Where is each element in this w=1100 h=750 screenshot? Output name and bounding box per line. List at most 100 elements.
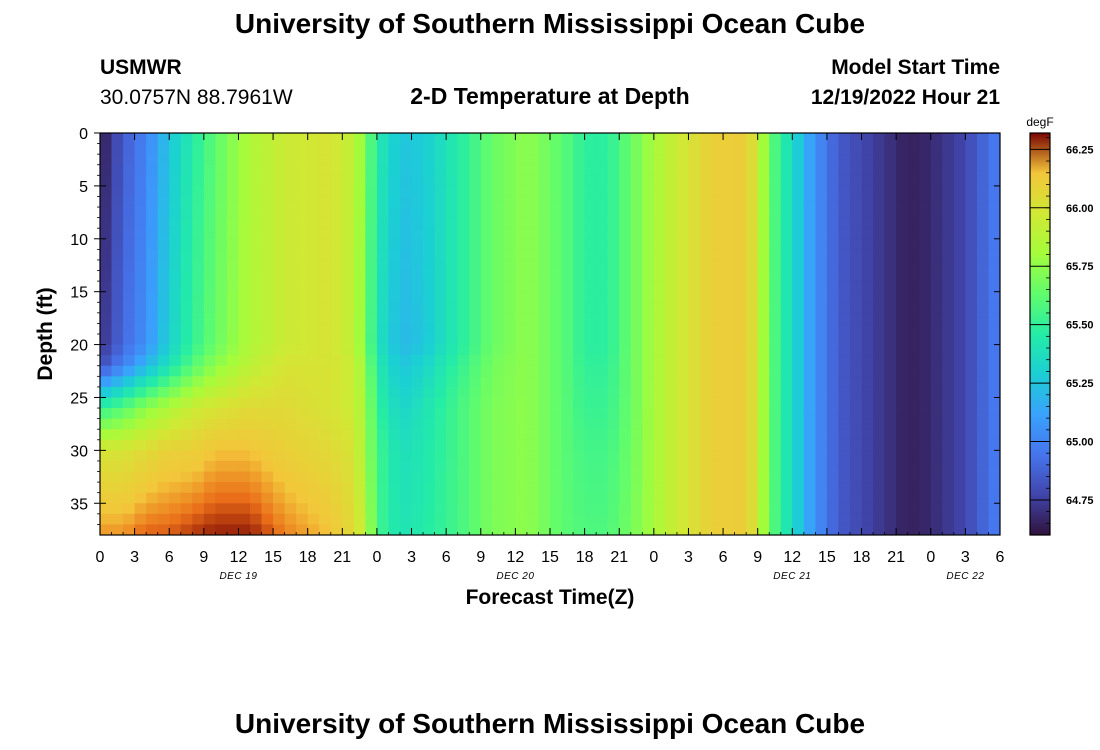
heatmap-cell (850, 503, 862, 515)
heatmap-cell (261, 355, 274, 367)
heatmap-cell (665, 270, 678, 282)
heatmap-cell (688, 196, 701, 208)
heatmap-cell (723, 460, 736, 472)
heatmap-cell (100, 492, 112, 504)
heatmap-cell (307, 460, 320, 472)
heatmap-cell (250, 418, 262, 430)
heatmap-cell (457, 429, 470, 441)
heatmap-cell (930, 259, 943, 271)
colorbar-tick-label: 66.25 (1066, 144, 1094, 156)
heatmap-cell (111, 334, 124, 345)
heatmap-cell (100, 503, 112, 515)
heatmap-cell (988, 196, 1001, 208)
heatmap-cell (826, 418, 839, 430)
heatmap-cell (492, 249, 505, 261)
heatmap-cell (226, 397, 239, 409)
heatmap-cell (457, 450, 470, 462)
heatmap-cell (780, 397, 793, 409)
heatmap-cell (307, 376, 320, 388)
heatmap-cell (792, 196, 805, 208)
heatmap-cell (526, 408, 539, 420)
heatmap-cell (192, 259, 205, 271)
heatmap-cell (123, 429, 136, 441)
heatmap-cell (180, 524, 193, 536)
heatmap-cell (723, 503, 736, 515)
heatmap-cell (700, 175, 712, 187)
heatmap-cell (884, 524, 897, 536)
heatmap-cell (342, 238, 355, 250)
x-tick-label: 18 (299, 549, 317, 566)
heatmap-cell (284, 418, 297, 430)
heatmap-cell (203, 471, 216, 483)
heatmap-cell (238, 450, 251, 462)
heatmap-cell (780, 207, 793, 219)
heatmap-cell (526, 460, 539, 472)
heatmap-cell (792, 175, 805, 187)
heatmap-cell (123, 270, 136, 282)
heatmap-cell (215, 185, 228, 197)
heatmap-cell (538, 513, 551, 525)
heatmap-cell (400, 460, 412, 472)
heatmap-cell (446, 291, 459, 303)
heatmap-cell (526, 355, 539, 367)
heatmap-cell (965, 291, 978, 303)
heatmap-cell (873, 365, 886, 377)
heatmap-cell (780, 185, 793, 197)
heatmap-cell (942, 228, 955, 240)
heatmap-cell (376, 302, 389, 314)
heatmap-cell (296, 217, 309, 229)
heatmap-cell (330, 482, 343, 494)
heatmap-cell (584, 513, 597, 525)
heatmap-cell (192, 397, 205, 409)
heatmap-cell (261, 207, 274, 219)
heatmap-cell (757, 312, 770, 324)
heatmap-cell (423, 196, 436, 208)
heatmap-cell (434, 344, 447, 356)
heatmap-cell (423, 397, 436, 409)
heatmap-cell (838, 143, 851, 155)
heatmap-cell (584, 482, 597, 494)
heatmap-cell (700, 302, 712, 314)
heatmap-cell (653, 429, 666, 441)
heatmap-cell (550, 460, 562, 472)
heatmap-cell (676, 450, 689, 462)
heatmap-cell (700, 418, 712, 430)
heatmap-cell (607, 355, 620, 367)
heatmap-cell (146, 270, 159, 282)
heatmap-cell (815, 524, 828, 536)
heatmap-cell (630, 386, 643, 398)
heatmap-cell (526, 503, 539, 515)
heatmap-cell (423, 207, 436, 219)
heatmap-cell (388, 133, 401, 144)
heatmap-cell (919, 471, 932, 483)
heatmap-cell (884, 408, 897, 420)
heatmap-cell (596, 291, 609, 303)
heatmap-cell (653, 196, 666, 208)
heatmap-cell (515, 439, 528, 451)
heatmap-cell (584, 429, 597, 441)
heatmap-cell (526, 365, 539, 377)
heatmap-cell (884, 450, 897, 462)
heatmap-cell (296, 312, 309, 324)
heatmap-cell (653, 133, 666, 144)
heatmap-cell (411, 429, 424, 441)
heatmap-cell (861, 355, 874, 367)
heatmap-cell (388, 259, 401, 271)
heatmap-cell (434, 281, 447, 293)
heatmap-cell (607, 334, 620, 345)
heatmap-cell (653, 471, 666, 483)
heatmap-cell (226, 185, 239, 197)
heatmap-cell (757, 344, 770, 356)
heatmap-cell (238, 154, 251, 166)
heatmap-cell (665, 238, 678, 250)
heatmap-cell (411, 259, 424, 271)
heatmap-cell (584, 450, 597, 462)
heatmap-cell (250, 291, 262, 303)
heatmap-cell (423, 492, 436, 504)
heatmap-cell (480, 492, 493, 504)
heatmap-cell (446, 133, 459, 144)
heatmap-cell (630, 376, 643, 388)
heatmap-cell (619, 228, 632, 240)
heatmap-cell (538, 429, 551, 441)
heatmap-cell (226, 386, 239, 398)
